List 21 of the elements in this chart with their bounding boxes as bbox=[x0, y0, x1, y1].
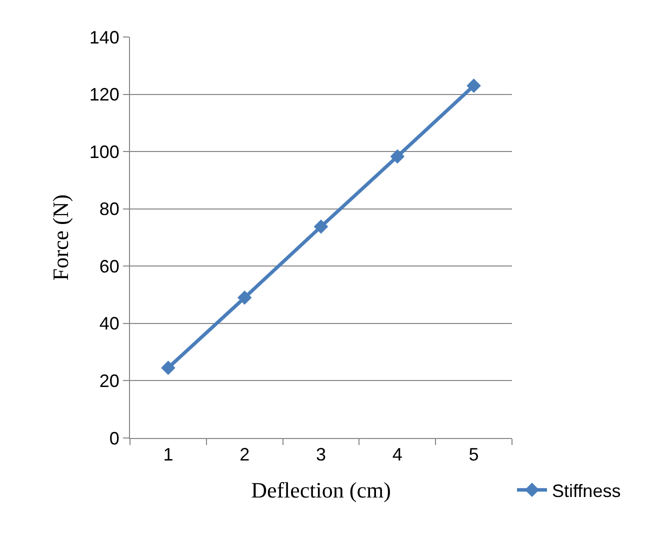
x-axis-title: Deflection (cm) bbox=[251, 478, 391, 502]
y-tick-label: 120 bbox=[89, 84, 120, 105]
x-tick-label: 4 bbox=[392, 444, 402, 465]
x-tick-label: 3 bbox=[316, 444, 326, 465]
x-tick-label: 2 bbox=[240, 444, 250, 465]
point bbox=[237, 290, 252, 305]
y-tick-label: 60 bbox=[99, 256, 120, 276]
legend-label: Stiffness bbox=[552, 480, 621, 501]
y-tick-label: 40 bbox=[99, 314, 120, 334]
point bbox=[390, 149, 405, 164]
point bbox=[314, 219, 328, 234]
y-tick-label: 20 bbox=[99, 371, 120, 392]
y-tick-label: 140 bbox=[89, 27, 120, 48]
point bbox=[466, 78, 481, 93]
x-tick-label: 5 bbox=[468, 444, 479, 465]
y-tick-label: 80 bbox=[99, 199, 120, 220]
y-tick-label: 0 bbox=[109, 428, 120, 448]
y-tick-label: 100 bbox=[89, 142, 120, 162]
y-axis-title: Force (N) bbox=[48, 194, 74, 281]
x-tick-label: 1 bbox=[163, 444, 174, 465]
point bbox=[161, 360, 176, 375]
